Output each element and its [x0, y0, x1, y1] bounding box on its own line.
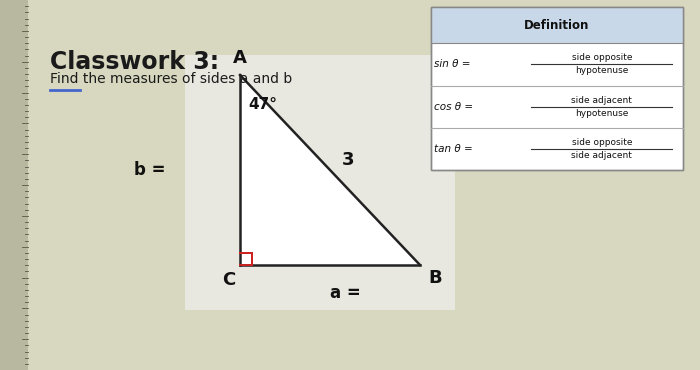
- Bar: [430, 7, 682, 43]
- Text: 3: 3: [342, 151, 354, 169]
- Text: hypotenuse: hypotenuse: [575, 66, 629, 75]
- Text: a =: a =: [330, 284, 360, 302]
- Bar: [430, 7, 682, 170]
- Text: C: C: [222, 271, 235, 289]
- Text: Find the measures of sides a and b: Find the measures of sides a and b: [50, 72, 293, 86]
- Bar: [185, 55, 455, 310]
- Text: b =: b =: [134, 161, 166, 179]
- Text: Definition: Definition: [524, 19, 589, 32]
- Text: B: B: [428, 269, 442, 287]
- Text: side opposite: side opposite: [572, 138, 632, 147]
- Text: side opposite: side opposite: [572, 53, 632, 63]
- Text: A: A: [233, 49, 247, 67]
- Text: Classwork 3:: Classwork 3:: [50, 50, 219, 74]
- Text: side adjacent: side adjacent: [571, 96, 632, 105]
- Text: cos θ =: cos θ =: [435, 102, 474, 112]
- Text: sin θ =: sin θ =: [435, 59, 471, 70]
- Text: 47°: 47°: [248, 97, 277, 112]
- Text: tan θ =: tan θ =: [435, 144, 473, 154]
- Polygon shape: [240, 75, 420, 265]
- Bar: [430, 7, 682, 170]
- Bar: [0, 0, 28, 370]
- Text: side adjacent: side adjacent: [571, 151, 632, 160]
- Text: hypotenuse: hypotenuse: [575, 109, 629, 118]
